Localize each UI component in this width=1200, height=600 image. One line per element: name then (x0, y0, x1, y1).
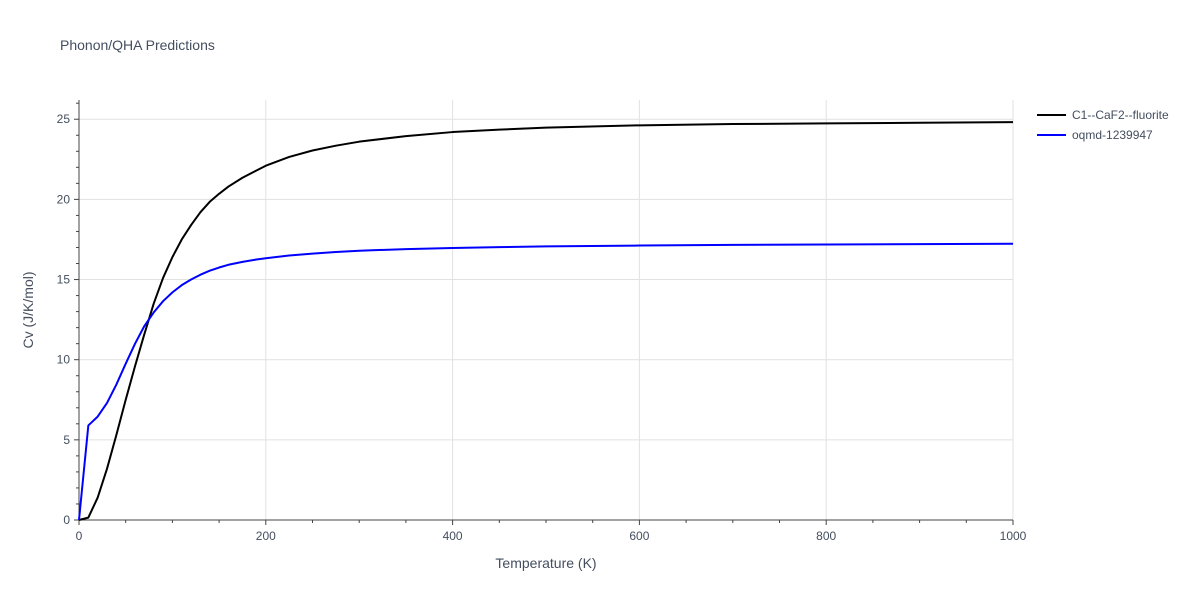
legend-label-1: C1--CaF2--fluorite (1072, 108, 1169, 122)
y-tick-label: 15 (57, 273, 71, 287)
y-tick-label: 20 (57, 192, 71, 206)
y-tick-labels: 0 5 10 15 20 25 (57, 112, 71, 527)
x-tick-label: 200 (256, 529, 276, 543)
y-axis-title: Cv (J/K/mol) (20, 272, 36, 349)
legend-label-2: oqmd-1239947 (1072, 128, 1153, 142)
series-line-2 (78, 242, 1014, 521)
series-line-1 (78, 121, 1014, 521)
y-gridlines (79, 118, 1013, 441)
y-tick-label: 10 (57, 353, 71, 367)
x-tick-label: 1000 (1000, 529, 1027, 543)
y-tick-label: 5 (63, 433, 70, 447)
x-axis-title: Temperature (K) (495, 555, 596, 571)
x-gridlines (265, 100, 1014, 520)
x-tick-label: 600 (629, 529, 649, 543)
x-tick-label: 800 (816, 529, 836, 543)
x-minor-ticks (78, 520, 1014, 525)
legend: C1--CaF2--fluorite oqmd-1239947 (1037, 108, 1169, 142)
series-layer (78, 121, 1014, 521)
x-tick-label: 0 (76, 529, 83, 543)
x-tick-label: 400 (443, 529, 463, 543)
y-minor-ticks (74, 102, 79, 521)
chart-title: Phonon/QHA Predictions (60, 37, 215, 53)
y-tick-label: 0 (63, 513, 70, 527)
x-tick-labels: 0 200 400 600 800 1000 (76, 529, 1027, 543)
y-tick-label: 25 (57, 112, 71, 126)
